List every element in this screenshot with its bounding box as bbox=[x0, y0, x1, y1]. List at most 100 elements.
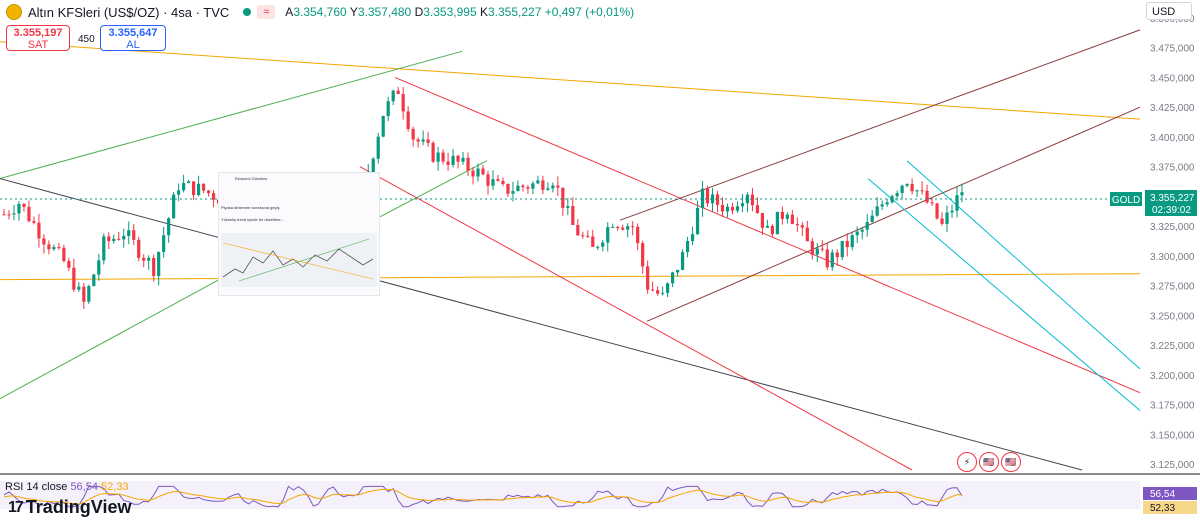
candle-body bbox=[211, 193, 216, 200]
candle-body bbox=[37, 222, 41, 239]
trend-line-orange-bottom bbox=[0, 273, 1141, 281]
candle-body bbox=[147, 257, 151, 261]
candle-body bbox=[157, 252, 161, 276]
trend-line-maroon-up bbox=[619, 29, 1141, 221]
candle-body bbox=[471, 170, 475, 177]
candle-body bbox=[850, 235, 854, 248]
rsi-legend[interactable]: RSI 14 close 56,54 52,33 bbox=[5, 481, 129, 493]
candle-body bbox=[511, 191, 515, 194]
candle-body bbox=[581, 235, 585, 237]
candle-body bbox=[496, 179, 500, 181]
candle-body bbox=[825, 249, 829, 268]
us-flag-icon-2[interactable]: 🇺🇸 bbox=[1001, 452, 1021, 472]
candle-body bbox=[651, 289, 655, 291]
rsi-value: 56,54 bbox=[70, 481, 98, 493]
tradingview-logo[interactable]: 17 TradingView bbox=[8, 497, 132, 518]
candle-body bbox=[785, 214, 789, 219]
candle-body bbox=[556, 185, 560, 188]
candle-body bbox=[391, 90, 395, 102]
symbol-title[interactable]: Altın KFSleri (US$/OZ) · 4sa · TVC bbox=[28, 4, 230, 20]
candle-body bbox=[2, 214, 6, 216]
y-tick-label: 3.475,000 bbox=[1150, 44, 1195, 55]
gold-logo-icon bbox=[6, 4, 22, 20]
candle-body bbox=[780, 211, 784, 219]
candle-body bbox=[591, 236, 595, 247]
rsi-pane[interactable]: 56,54 52,33 bbox=[0, 481, 1197, 514]
candle-body bbox=[501, 180, 505, 185]
candle-body bbox=[486, 174, 490, 186]
candle-body bbox=[196, 183, 201, 196]
candle-body bbox=[17, 203, 21, 214]
candle-body bbox=[715, 194, 720, 205]
flash-event-icon[interactable]: ⚡ bbox=[957, 452, 977, 472]
candle-body bbox=[107, 236, 111, 242]
candle-body bbox=[32, 221, 36, 223]
price-tag-bg bbox=[1145, 190, 1197, 216]
candle-body bbox=[7, 214, 11, 216]
candle-body bbox=[950, 210, 954, 213]
sell-button[interactable]: 3.355,197 SAT bbox=[6, 25, 70, 51]
trend-line-red-upper bbox=[394, 77, 1141, 394]
buy-button[interactable]: 3.355,647 AL bbox=[100, 25, 166, 51]
candle-body bbox=[661, 292, 665, 294]
inset-text-1: Piyasa dinlenme sonrasına geçiş bbox=[221, 205, 280, 210]
wave-icon[interactable]: ≈ bbox=[257, 5, 276, 19]
candle-body bbox=[177, 190, 181, 195]
candle-body bbox=[456, 155, 460, 162]
sell-label: SAT bbox=[27, 39, 49, 51]
candle-body bbox=[810, 241, 814, 255]
us-flag-icon[interactable]: 🇺🇸 bbox=[979, 452, 999, 472]
candle-body bbox=[466, 157, 470, 171]
candle-body bbox=[800, 225, 804, 228]
candle-body bbox=[636, 226, 640, 244]
candle-body bbox=[416, 139, 420, 142]
rsi-ma-tag-bg bbox=[1143, 501, 1197, 514]
trend-line-red-lower bbox=[359, 166, 913, 471]
candle-body bbox=[685, 241, 690, 253]
y-tick-label: 3.325,000 bbox=[1150, 222, 1195, 233]
candle-body bbox=[426, 139, 430, 143]
candle-body bbox=[52, 247, 56, 250]
economic-events[interactable]: ⚡ 🇺🇸 🇺🇸 bbox=[957, 452, 1021, 472]
candle-body bbox=[506, 184, 510, 194]
candle-body bbox=[521, 185, 525, 188]
price-tag-value: 3.355,227 bbox=[1150, 193, 1195, 204]
candle-body bbox=[72, 267, 76, 290]
candle-body bbox=[112, 238, 116, 242]
candle-body bbox=[546, 188, 550, 190]
candle-body bbox=[626, 226, 630, 230]
symbol-tag-bg bbox=[1110, 192, 1142, 206]
price-axis[interactable]: 3.500,0003.475,0003.450,0003.425,0003.40… bbox=[1142, 0, 1200, 474]
candle-body bbox=[561, 187, 565, 208]
y-tick-label: 3.125,000 bbox=[1150, 460, 1195, 471]
candle-body bbox=[755, 205, 760, 214]
buy-label: AL bbox=[126, 39, 140, 51]
candle-body bbox=[431, 142, 435, 162]
buy-price: 3.355,647 bbox=[108, 27, 158, 39]
candle-body bbox=[376, 136, 380, 159]
candle-body bbox=[735, 206, 740, 211]
candle-body bbox=[436, 152, 440, 162]
candle-body bbox=[117, 238, 121, 240]
candle-body bbox=[760, 213, 765, 228]
currency-select[interactable]: USD bbox=[1146, 2, 1192, 20]
candle-body bbox=[621, 227, 625, 230]
candle-body bbox=[102, 236, 106, 261]
candle-body bbox=[526, 187, 530, 189]
candle-body bbox=[381, 115, 385, 137]
candle-body bbox=[576, 224, 580, 236]
candle-body bbox=[187, 181, 191, 184]
candle-body bbox=[885, 202, 889, 205]
candle-body bbox=[87, 286, 91, 302]
candle-body bbox=[641, 243, 645, 267]
candle-body bbox=[566, 206, 570, 208]
trend-line-orange-top bbox=[0, 41, 1141, 120]
candle-body bbox=[835, 252, 839, 258]
candle-body bbox=[571, 206, 575, 225]
rsi-ma-value: 52,33 bbox=[101, 481, 129, 493]
candle-body bbox=[745, 194, 750, 204]
trend-line-maroon-low bbox=[646, 106, 1141, 322]
candle-body bbox=[451, 155, 455, 165]
tradingview-icon: 17 bbox=[8, 498, 24, 516]
